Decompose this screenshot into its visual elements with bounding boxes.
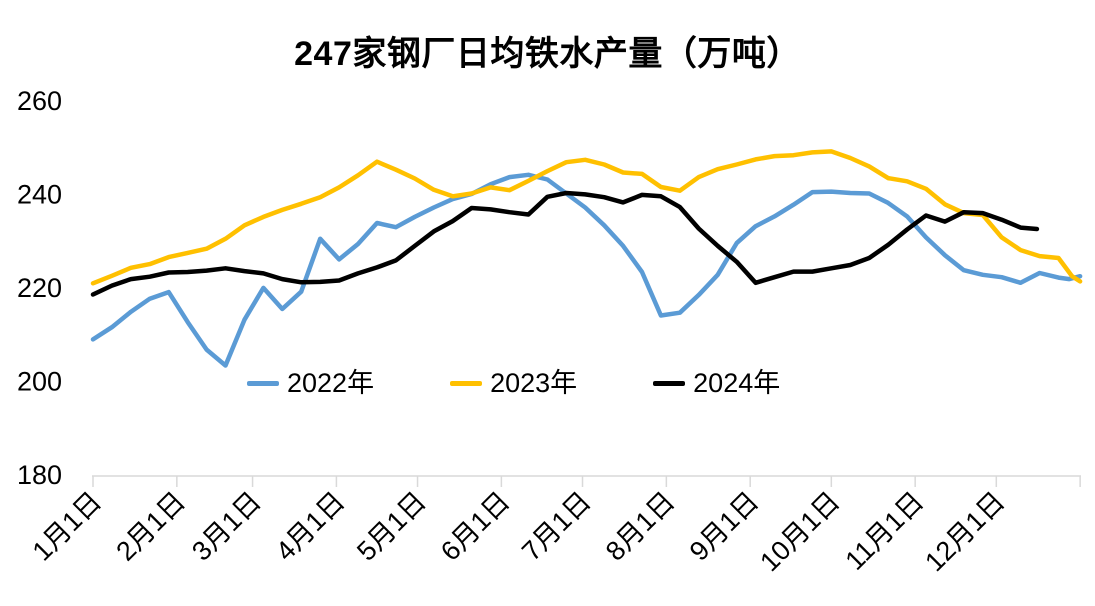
legend-label-2023: 2023年	[490, 368, 578, 398]
y-tick-label: 260	[17, 86, 62, 116]
x-tick-label: 6月1日	[435, 486, 516, 567]
series-line-2022年	[90, 172, 1083, 368]
x-tick-label: 2月1日	[110, 486, 191, 567]
y-tick-label: 240	[17, 180, 62, 210]
x-tick-label: 7月1日	[516, 486, 597, 567]
y-tick-label: 180	[17, 460, 62, 490]
x-tick-label: 4月1日	[270, 486, 351, 567]
x-tick-label: 1月1日	[27, 486, 108, 567]
legend-swatch-2022-icon	[247, 380, 279, 386]
legend-label-2024: 2024年	[693, 368, 781, 398]
series-line-2024年	[90, 190, 1040, 297]
series-line-2023年	[90, 149, 1083, 286]
x-tick-label: 10月1日	[754, 486, 845, 577]
x-tick-label: 11月1日	[840, 486, 930, 576]
legend-item-2024: 2024年	[653, 366, 780, 400]
y-tick-label: 200	[17, 367, 62, 397]
chart-title: 247家钢厂日均铁水产量（万吨）	[294, 35, 801, 73]
x-tick-label: 9月1日	[684, 486, 765, 567]
legend-item-2023: 2023年	[450, 366, 577, 400]
x-tick-label: 12月1日	[919, 486, 1010, 577]
x-tick-label: 3月1日	[186, 486, 267, 567]
legend-item-2022: 2022年	[247, 366, 374, 400]
legend-label-2022: 2022年	[287, 368, 375, 398]
y-tick-label: 220	[17, 273, 62, 303]
legend: 2022年 2023年 2024年	[247, 366, 780, 400]
legend-swatch-2023-icon	[450, 380, 483, 386]
legend-swatch-2024-icon	[653, 380, 686, 386]
x-tick-label: 8月1日	[600, 486, 681, 567]
x-tick-label: 5月1日	[351, 486, 432, 567]
